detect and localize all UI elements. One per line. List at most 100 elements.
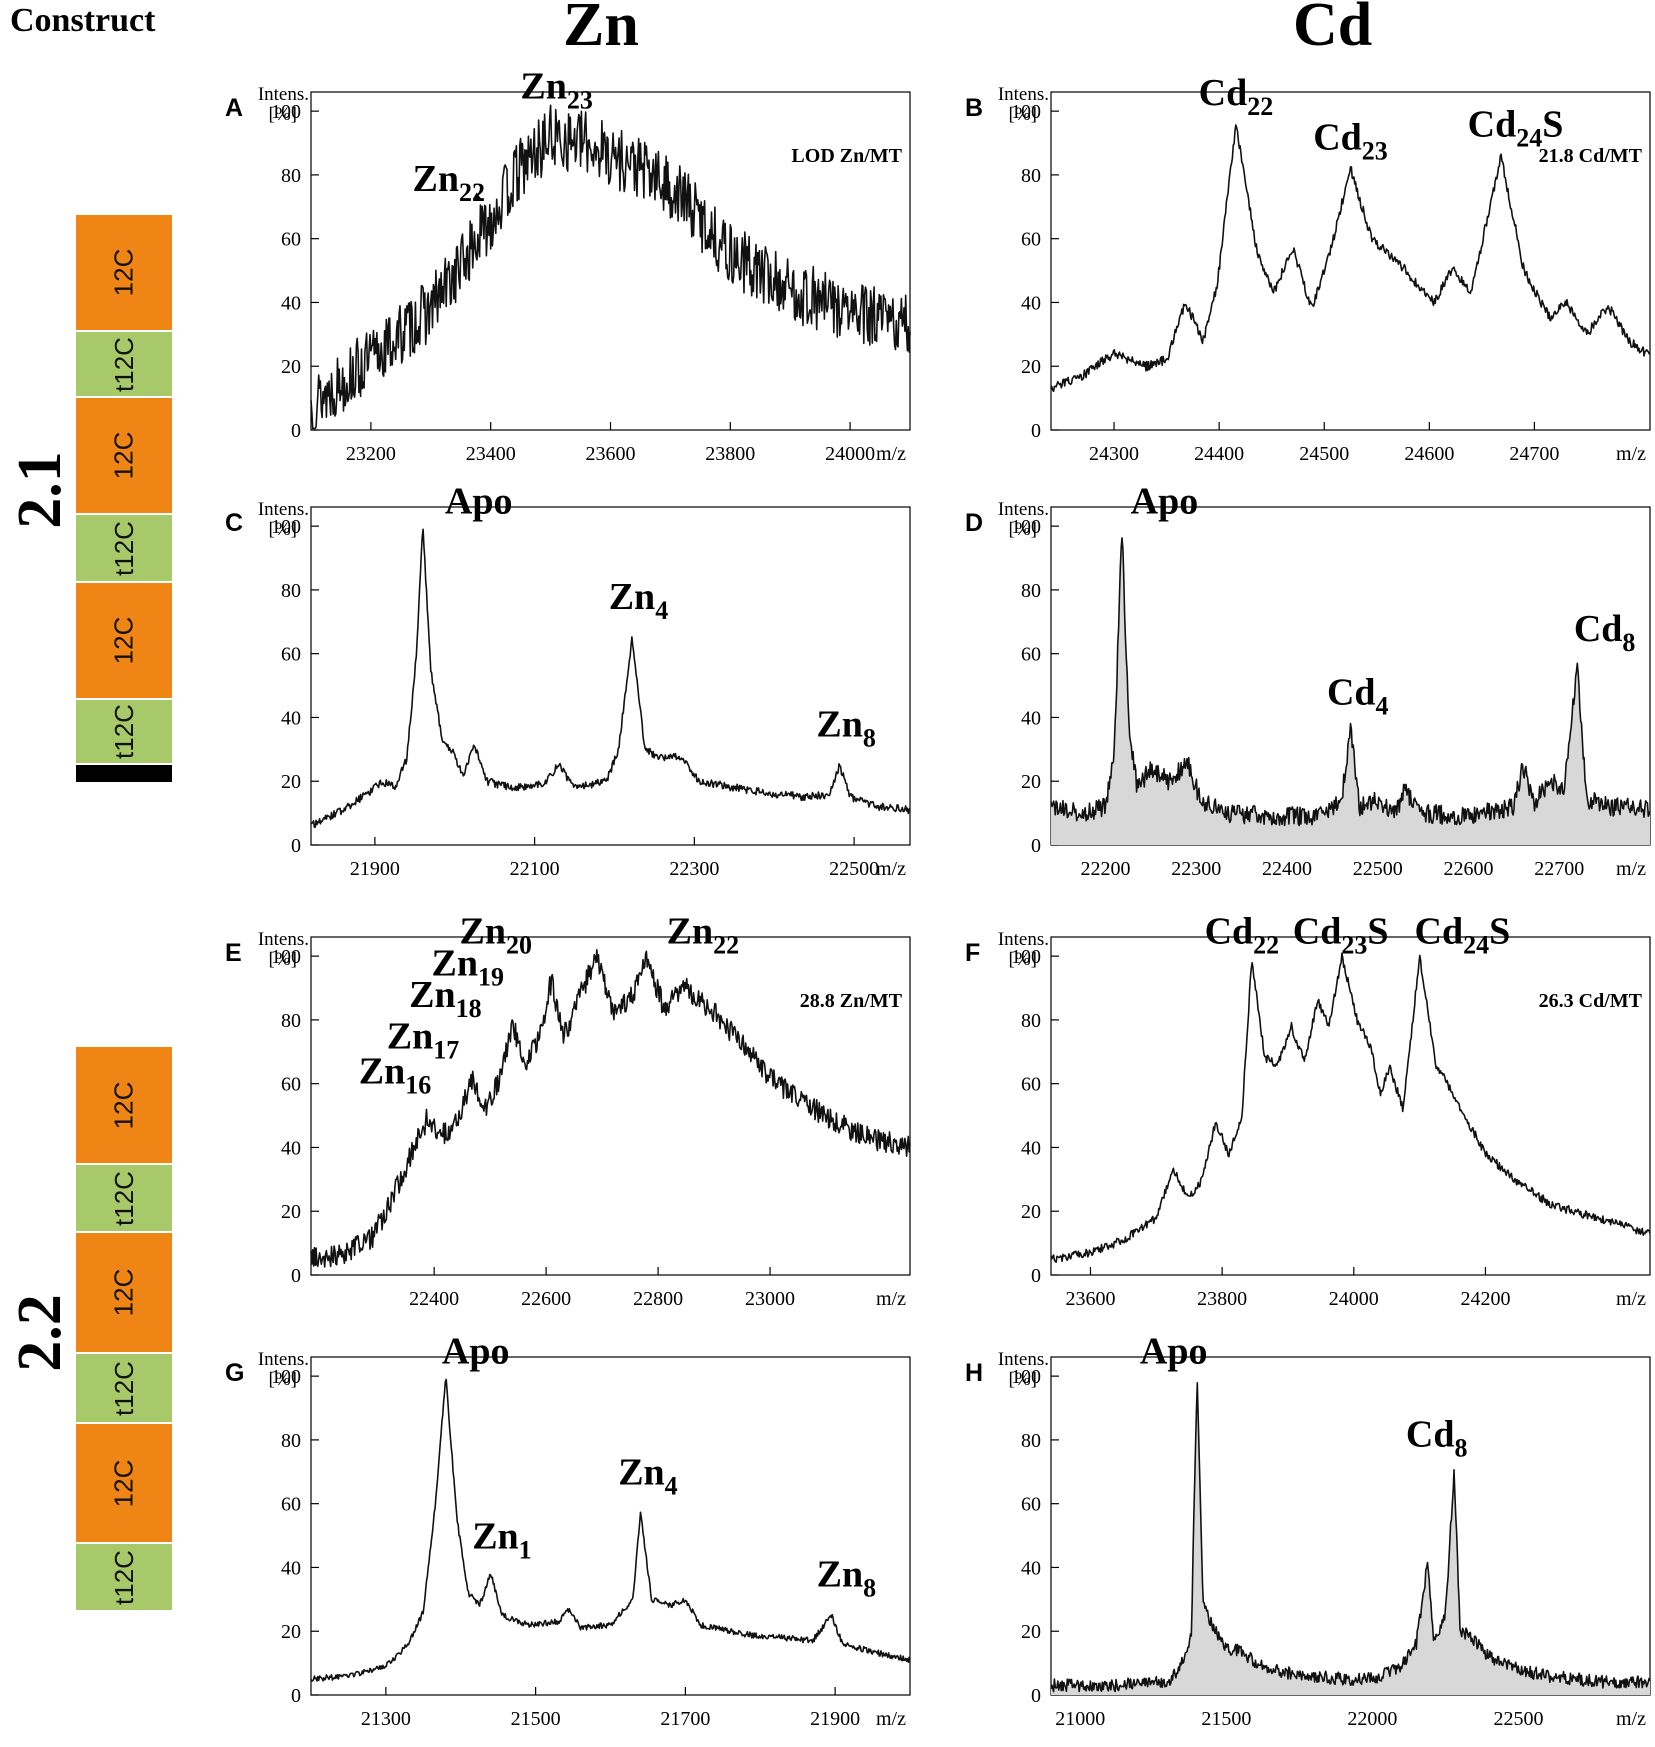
x-tick-label: 23400 [466,443,516,465]
panel-H-chart: H Intens.[%] 0 20 40 60 80 100 21000 21500 22000 22… [965,1330,1651,1730]
y-tick-label: 20 [281,1621,301,1643]
peak-label: Zn22 [413,158,485,207]
row-label-2-2: 2.2 [6,1294,74,1372]
x-tick-label: 21000 [1055,1708,1105,1730]
y-tick-label: 0 [291,835,301,857]
peak-label: Zn8 [817,1554,876,1603]
x-axis-unit: m/z [1616,443,1646,465]
y-axis-label: Intens. [258,929,309,950]
x-tick-label: 23600 [1065,1288,1115,1310]
y-tick-label: 0 [1031,835,1041,857]
block-12C: 12C [76,215,172,332]
peak-label: Zn4 [609,576,668,625]
panel-letter: B [965,94,983,122]
y-tick-label: 100 [1011,516,1041,538]
block-t12C: t12C [76,1354,172,1424]
y-tick-label: 60 [281,229,301,251]
block-12C: 12C [76,1424,172,1544]
plot-frame [310,1356,911,1696]
x-tick-label: 22200 [1080,858,1130,880]
panel-letter: E [225,939,242,967]
y-axis-unit: [%] [1009,519,1037,540]
panel-C-chart: C Intens.[%] 0 20 40 60 80 100 21900 22100 22300 22… [225,480,911,880]
spectrum-trace [1050,1382,1651,1693]
x-tick-label: 21500 [1201,1708,1251,1730]
panel-B-chart: B Intens.[%] 0 20 40 60 80 100 24300 24400 24500 24… [965,72,1651,465]
x-tick-label: 22400 [1262,858,1312,880]
peak-label: Zn18 [409,974,481,1023]
x-tick-label: 22700 [1534,858,1584,880]
y-tick-label: 80 [1021,165,1041,187]
y-axis-label: Intens. [998,499,1049,520]
y-tick-label: 0 [291,420,301,442]
peak-label: Cd23S [1293,910,1389,959]
x-tick-label: 24000 [825,443,875,465]
x-axis-unit: m/z [876,1288,906,1310]
y-tick-label: 60 [1021,644,1041,666]
peak-label: Zn4 [618,1452,677,1501]
y-axis-label: Intens. [998,1349,1049,1370]
x-tick-label: 22600 [521,1288,571,1310]
stoichiometry-note: 28.8 Zn/MT [800,990,903,1012]
peak-label: Zn22 [667,910,739,959]
y-tick-label: 40 [1021,707,1041,729]
row-label-2-1: 2.1 [6,451,74,529]
plot-frame [310,506,911,846]
x-tick-label: 24700 [1509,443,1559,465]
peak-label: Apo [442,1330,510,1372]
block-t12C: t12C [76,1165,172,1233]
x-tick-label: 22300 [1171,858,1221,880]
y-tick-label: 40 [281,292,301,314]
x-tick-label: 24200 [1460,1288,1510,1310]
x-tick-label: 22600 [1443,858,1493,880]
peak-label: Apo [445,480,513,522]
block-12C: 12C [76,583,172,700]
y-tick-label: 80 [281,580,301,602]
y-axis-unit: [%] [1009,1369,1037,1390]
block-12C: 12C [76,1233,172,1354]
y-tick-label: 100 [271,946,301,968]
y-tick-label: 60 [1021,1494,1041,1516]
y-axis-label: Intens. [998,929,1049,950]
x-tick-label: 22100 [510,858,560,880]
spectrum-trace [310,1378,911,1682]
x-axis-unit: m/z [1616,1288,1646,1310]
y-axis-unit: [%] [269,104,297,125]
y-tick-label: 100 [1011,946,1041,968]
y-axis-label: Intens. [258,1349,309,1370]
x-tick-label: 23000 [745,1288,795,1310]
x-tick-label: 24300 [1089,443,1139,465]
x-tick-label: 24600 [1404,443,1454,465]
spectrum-trace [1050,537,1651,827]
x-tick-label: 21300 [361,1708,411,1730]
x-tick-label: 24000 [1329,1288,1379,1310]
y-tick-label: 80 [1021,1430,1041,1452]
block-end-cap [76,765,172,782]
x-axis-unit: m/z [1616,1708,1646,1730]
y-tick-label: 60 [1021,229,1041,251]
y-tick-label: 60 [281,644,301,666]
spectrum-fill [1051,1382,1650,1695]
peak-label: Cd24S [1468,104,1564,153]
x-tick-label: 22400 [409,1288,459,1310]
x-axis-unit: m/z [876,858,906,880]
peak-label: Zn23 [520,65,592,114]
x-tick-label: 24400 [1194,443,1244,465]
plot-frame [310,91,911,431]
peak-label: Zn17 [387,1016,459,1065]
panel-letter: C [225,509,243,537]
x-tick-label: 23200 [346,443,396,465]
y-tick-label: 20 [1021,356,1041,378]
peak-label: Zn8 [816,704,875,753]
x-axis-unit: m/z [876,1708,906,1730]
x-axis-unit: m/z [1616,858,1646,880]
panel-G-chart: G Intens.[%] 0 20 40 60 80 100 21300 21500 21700 21… [225,1330,911,1730]
construct-header: Construct [10,2,156,39]
plot-frame [1050,1356,1651,1696]
x-tick-label: 22500 [829,858,879,880]
panel-letter: G [225,1359,244,1387]
y-tick-label: 60 [281,1074,301,1096]
peak-label: Cd22 [1199,72,1274,121]
x-tick-label: 24500 [1299,443,1349,465]
panel-F-chart: F Intens.[%] 0 20 40 60 80 100 23600 23800 24000 24… [965,910,1651,1310]
